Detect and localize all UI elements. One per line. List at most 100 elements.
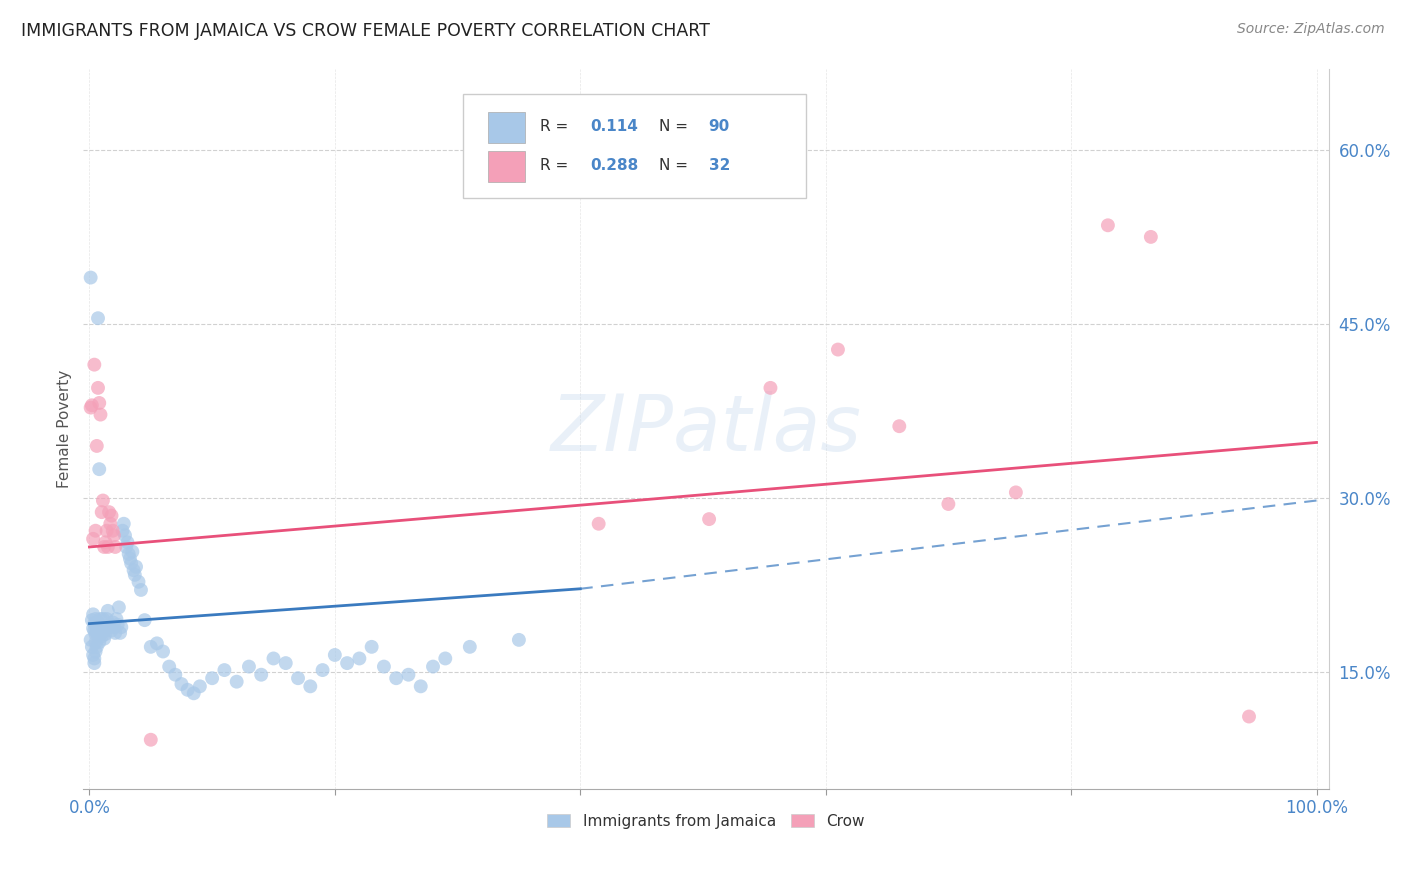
Point: [139, 732, 162, 747]
Point: [79, 401, 101, 415]
Point: [588, 516, 610, 531]
Point: [889, 419, 911, 434]
Point: [89, 612, 111, 626]
Point: [89, 627, 111, 641]
Point: [80, 613, 103, 627]
Point: [104, 626, 127, 640]
Point: [157, 659, 180, 673]
Point: [214, 663, 236, 677]
Text: R =: R =: [540, 158, 574, 173]
Point: [90, 629, 112, 643]
Point: [87, 311, 110, 326]
Point: [89, 462, 111, 476]
Point: [86, 439, 108, 453]
Point: [250, 667, 273, 681]
Point: [120, 556, 142, 570]
Point: [409, 679, 432, 693]
Point: [79, 270, 101, 285]
Point: [110, 620, 132, 634]
Point: [86, 620, 108, 634]
Point: [87, 623, 110, 637]
Point: [89, 620, 111, 634]
Point: [299, 679, 322, 693]
Point: [108, 600, 131, 615]
Point: [139, 640, 162, 654]
Point: [80, 640, 103, 654]
Point: [1005, 485, 1028, 500]
Point: [83, 616, 105, 631]
Point: [125, 559, 148, 574]
Point: [105, 612, 128, 626]
Text: N =: N =: [658, 120, 693, 135]
Point: [238, 659, 260, 673]
Point: [82, 621, 104, 635]
Point: [759, 381, 782, 395]
Point: [100, 508, 122, 523]
Point: [117, 535, 139, 549]
Point: [434, 651, 457, 665]
Point: [84, 635, 107, 649]
Point: [108, 626, 131, 640]
Point: [98, 516, 121, 531]
Point: [89, 408, 111, 422]
Point: [176, 682, 198, 697]
Point: [1140, 230, 1163, 244]
Point: [323, 648, 346, 662]
Point: [385, 671, 408, 685]
Point: [398, 667, 420, 681]
Point: [422, 659, 444, 673]
Point: [82, 607, 104, 622]
Point: [360, 640, 382, 654]
Point: [114, 528, 136, 542]
Text: N =: N =: [658, 158, 693, 173]
Point: [86, 626, 108, 640]
Point: [80, 398, 103, 412]
Text: 90: 90: [709, 120, 730, 135]
Point: [938, 497, 960, 511]
Point: [458, 640, 481, 654]
Point: [90, 626, 112, 640]
Point: [83, 358, 105, 372]
Point: [134, 613, 156, 627]
Point: [87, 381, 110, 395]
Point: [508, 632, 530, 647]
Point: [1237, 709, 1260, 723]
Point: [94, 627, 117, 641]
Point: [111, 524, 134, 538]
Point: [827, 343, 849, 357]
Point: [90, 505, 112, 519]
Point: [188, 679, 211, 693]
Point: [100, 624, 122, 638]
Point: [170, 677, 193, 691]
Point: [82, 648, 104, 662]
Text: R =: R =: [540, 120, 574, 135]
Point: [118, 547, 141, 561]
Point: [274, 656, 297, 670]
Text: ZIPatlas: ZIPatlas: [551, 391, 862, 467]
Point: [101, 615, 124, 630]
Point: [103, 620, 125, 634]
Text: 0.114: 0.114: [591, 120, 638, 135]
Point: [94, 535, 117, 549]
Point: [83, 651, 105, 665]
Point: [336, 656, 359, 670]
Point: [152, 644, 174, 658]
Point: [121, 544, 143, 558]
Point: [107, 617, 129, 632]
Text: IMMIGRANTS FROM JAMAICA VS CROW FEMALE POVERTY CORRELATION CHART: IMMIGRANTS FROM JAMAICA VS CROW FEMALE P…: [21, 22, 710, 40]
Point: [79, 632, 101, 647]
Point: [91, 493, 114, 508]
Point: [115, 540, 138, 554]
Point: [103, 528, 125, 542]
Point: [96, 612, 118, 626]
Point: [349, 651, 371, 665]
Point: [697, 512, 720, 526]
Point: [97, 540, 120, 554]
Point: [128, 574, 150, 589]
Point: [201, 671, 224, 685]
Point: [104, 540, 127, 554]
Point: [83, 656, 105, 670]
Point: [84, 627, 107, 641]
Point: [112, 516, 135, 531]
Point: [98, 620, 121, 634]
